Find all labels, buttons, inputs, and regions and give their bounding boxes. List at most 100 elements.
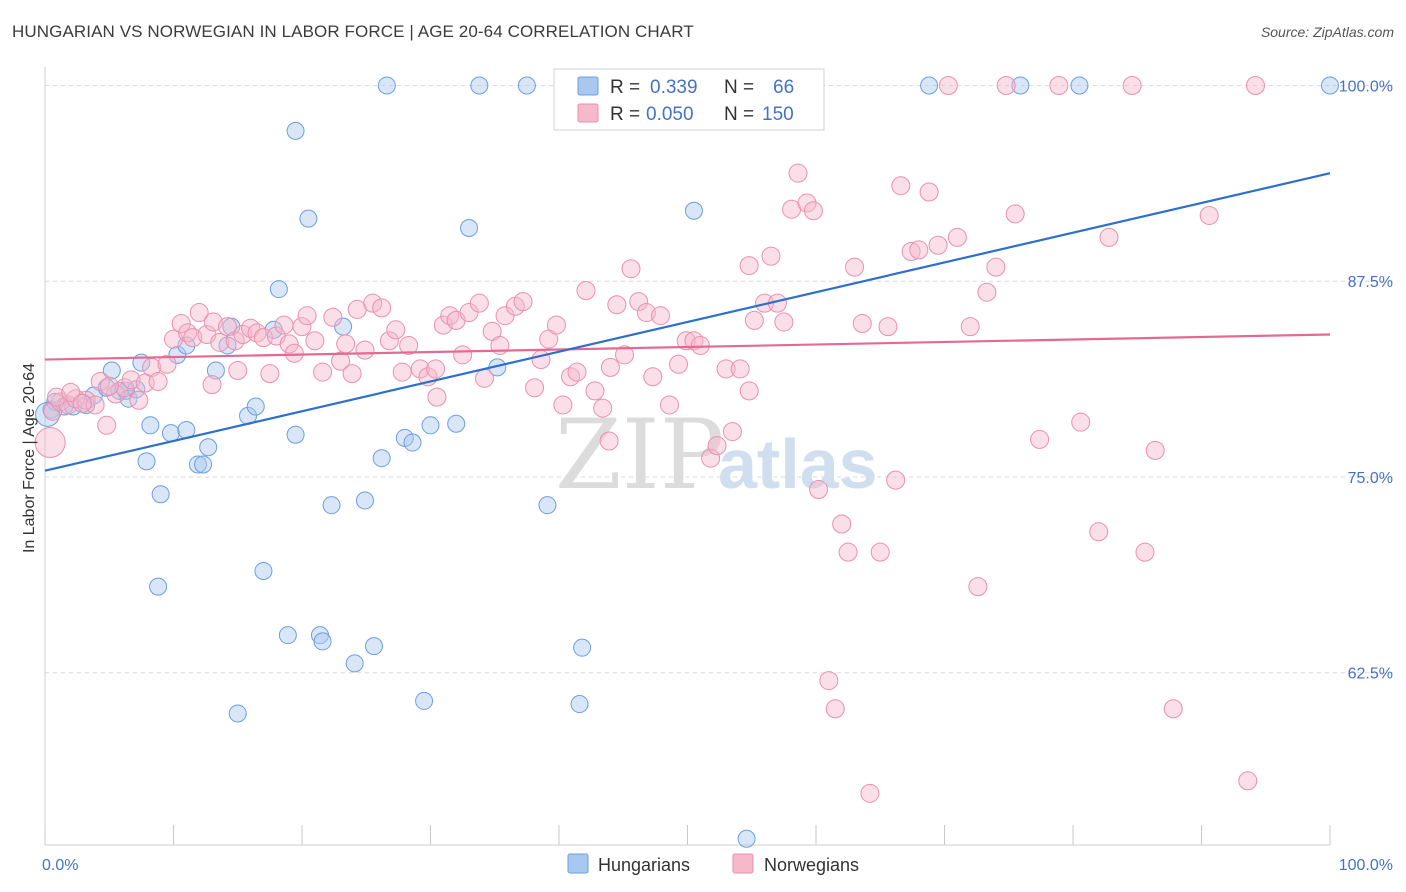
norwegian-point [115,378,135,398]
norwegian-point [1135,542,1155,562]
hungarian-point [299,209,318,228]
hungarian-point [403,433,422,452]
hungarian-point [199,438,218,457]
norwegian-point [1005,204,1025,224]
norwegian-point [774,312,794,332]
hungarian-point [517,76,536,95]
hungarian-point [355,491,374,510]
norwegian-point [410,359,430,379]
norwegian-point [968,577,988,597]
norwegian-point [233,324,253,344]
norwegian-point [901,241,921,261]
norwegian-point [99,376,119,396]
norwegian-point [1049,75,1069,95]
norwegian-point [47,387,67,407]
norwegian-point [313,362,333,382]
norwegian-point [274,315,294,335]
norwegian-point [203,312,223,332]
hungarian-point [188,455,207,474]
hungarian-point [141,416,160,435]
hungarian-point [470,76,489,95]
norwegian-point [1099,227,1119,247]
norwegian-point [531,350,551,370]
norwegian-point [870,542,890,562]
norwegian-point [803,201,823,221]
hungarian-point [684,201,703,220]
hungarian-point [377,76,396,95]
norwegian-point [58,395,78,415]
norwegian-point [76,390,96,410]
bottom-legend-norwegian-label: Norwegians [764,855,859,875]
norwegian-point [660,395,680,415]
hungarian-point [102,361,121,380]
hungarian-point [364,637,383,656]
norwegian-point [1145,440,1165,460]
x-tick-label-0: 0.0% [42,857,78,874]
x-tick-labels: 0.0% 100.0% [42,857,1393,874]
norwegian-point [297,306,317,326]
norwegian-point [1089,522,1109,542]
norwegian-point [399,335,419,355]
norwegian-point [292,317,312,337]
norwegian-point [947,227,967,247]
norwegian-point [788,163,808,183]
norwegian-point [676,331,696,351]
norwegian-point [284,343,304,363]
norwegian-point [819,671,839,691]
norwegian-point [636,303,656,323]
norwegian-point [739,381,759,401]
norwegian-point [744,310,764,330]
x-tick-label-1: 100.0% [1339,857,1393,874]
bottom-legend-hungarian-label: Hungarians [598,855,690,875]
norwegian-point [919,182,939,202]
norwegian-point [651,306,671,326]
norwegian-point [761,246,781,266]
norwegian-point [72,393,92,413]
norwegian-point [996,75,1016,95]
norwegian-point [157,354,177,374]
norwegian-point [474,368,494,388]
legend-norwegian-n-label: N = [724,104,754,125]
norwegian-point [576,281,596,301]
norwegian-point [891,176,911,196]
hungarian-point [286,121,305,140]
norwegian-point [260,364,280,384]
hungarian-point [372,449,391,468]
norwegian-point [553,395,573,415]
norwegian-point [342,364,362,384]
norwegian-point [722,422,742,442]
norwegian-point [90,371,110,391]
norwegian-point [392,362,412,382]
norwegian-point [845,257,865,277]
norwegian-point [852,314,872,334]
hungarian-point [137,452,156,471]
norwegian-point [171,314,191,334]
norwegian-point [707,436,727,456]
norwegian-point [986,257,1006,277]
norwegian-point [585,381,605,401]
hungarian-point [415,691,434,710]
norwegian-point [797,193,817,213]
y-tick-label-3: 100.0% [1339,78,1393,95]
norwegian-point [34,427,66,459]
norwegian-point [600,357,620,377]
norwegian-point [593,398,613,418]
hungarian-regression-line [44,172,1331,472]
hungarian-point [194,455,213,474]
norwegian-point [379,331,399,351]
stats-legend-box [553,68,825,131]
norwegian-points [34,75,1265,803]
series-legend: Hungarians Norwegians [567,853,859,875]
norwegian-point [372,298,392,318]
norwegian-point [225,331,245,351]
norwegian-point [61,382,81,402]
hungarian-point [737,829,756,848]
watermark-atlas: atlas [718,425,878,503]
norwegian-point [129,390,149,410]
norwegian-point [1122,75,1142,95]
norwegian-point [928,235,948,255]
norwegian-point [305,331,325,351]
norwegian-point [336,334,356,354]
bottom-legend-norwegian-swatch [732,853,754,874]
hungarian-point [149,577,168,596]
